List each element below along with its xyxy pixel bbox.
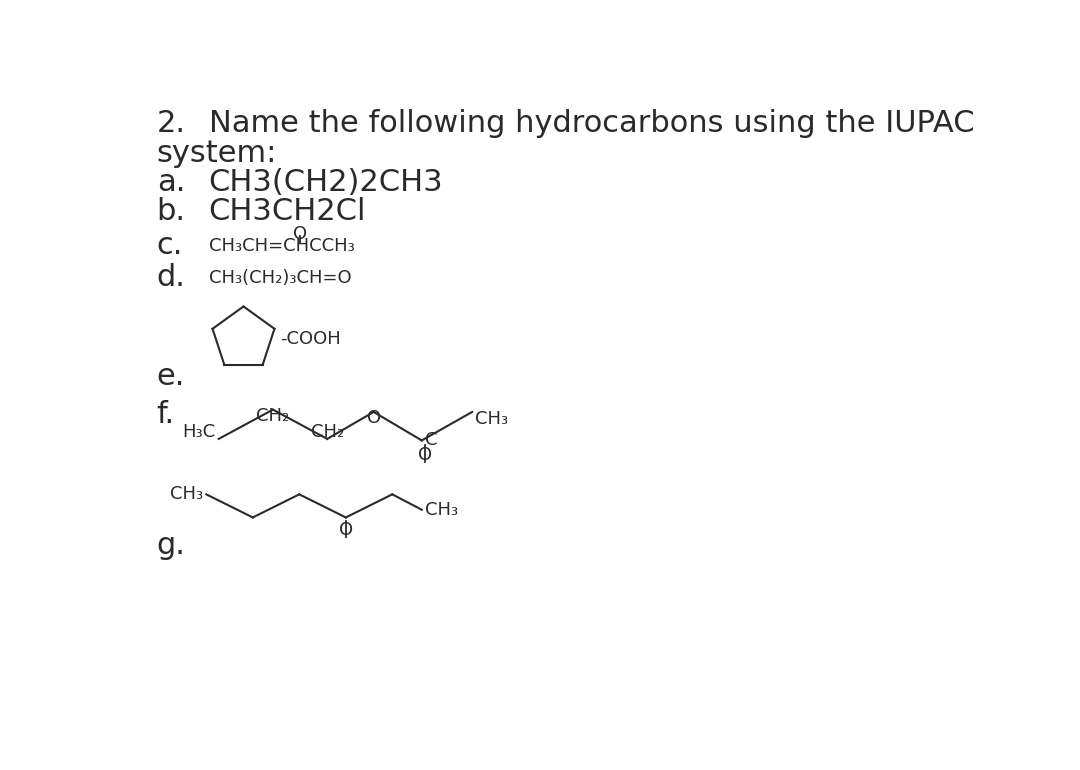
Text: d.: d. bbox=[157, 263, 186, 293]
Text: 2.: 2. bbox=[157, 109, 186, 139]
Text: CH3CH2Cl: CH3CH2Cl bbox=[208, 197, 366, 226]
Text: a.: a. bbox=[157, 168, 185, 197]
Text: g.: g. bbox=[157, 531, 186, 561]
Text: CH₃: CH₃ bbox=[475, 410, 509, 428]
Text: CH₃CH=CHCCH₃: CH₃CH=CHCCH₃ bbox=[208, 237, 354, 255]
Text: CH₃: CH₃ bbox=[424, 500, 458, 519]
Text: CH₃(CH₂)₃CH=O: CH₃(CH₂)₃CH=O bbox=[208, 270, 351, 287]
Text: O: O bbox=[418, 446, 432, 464]
Text: O: O bbox=[366, 409, 381, 427]
Text: O: O bbox=[293, 226, 307, 243]
Text: CH₂: CH₂ bbox=[256, 407, 289, 424]
Text: b.: b. bbox=[157, 197, 186, 226]
Text: e.: e. bbox=[157, 362, 185, 391]
Text: CH3(CH2)2CH3: CH3(CH2)2CH3 bbox=[208, 168, 443, 197]
Text: H₃C: H₃C bbox=[183, 424, 216, 441]
Text: system:: system: bbox=[157, 139, 278, 168]
Text: Name the following hydrocarbons using the IUPAC: Name the following hydrocarbons using th… bbox=[208, 109, 974, 139]
Text: CH₃: CH₃ bbox=[170, 485, 203, 504]
Text: c.: c. bbox=[157, 231, 184, 260]
Text: O: O bbox=[339, 521, 353, 539]
Text: C: C bbox=[424, 431, 437, 450]
Text: CH₂: CH₂ bbox=[311, 424, 343, 441]
Text: f.: f. bbox=[157, 400, 175, 430]
Text: -COOH: -COOH bbox=[280, 330, 340, 348]
